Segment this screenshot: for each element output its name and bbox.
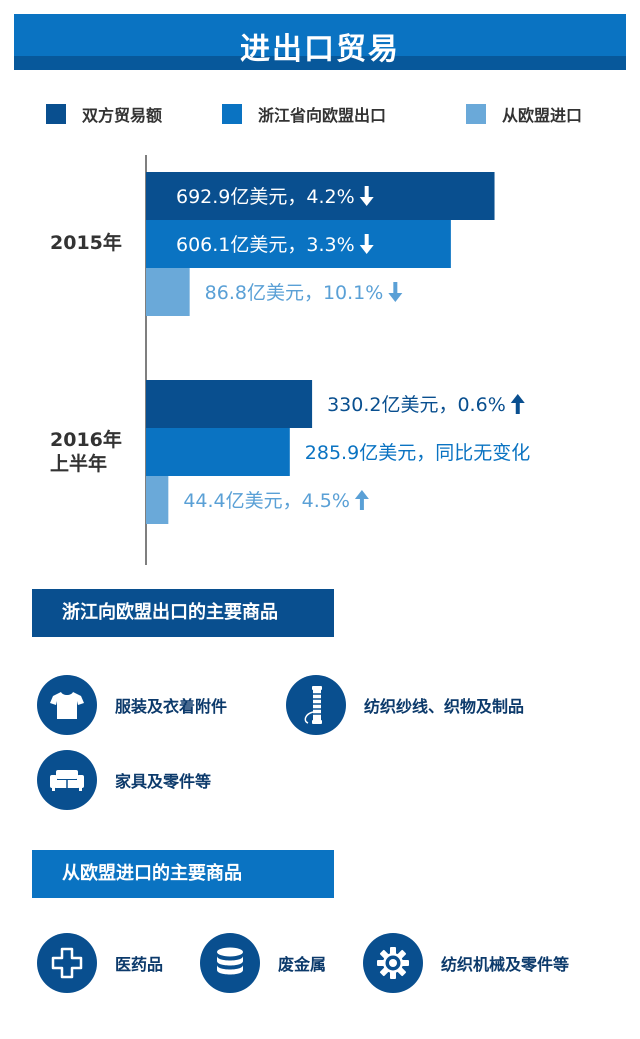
imports-section-header: 从欧盟进口的主要商品: [32, 850, 334, 898]
bar: [146, 268, 190, 316]
page-title: 进出口贸易: [240, 32, 400, 67]
bar: [146, 172, 495, 220]
data-label: 692.9亿美元，4.2%: [176, 186, 355, 208]
legend-item-trade-volume: 双方贸易额: [46, 103, 162, 125]
bar: [146, 380, 313, 428]
bar: [146, 476, 169, 524]
arrow-up-icon: [510, 394, 525, 414]
arrow-down-icon: [359, 186, 374, 206]
title-banner: 进出口贸易: [14, 14, 626, 70]
data-label: 606.1亿美元，3.3%: [176, 234, 355, 256]
import-item-label: 纺织机械及零件等: [441, 955, 570, 974]
bar-chart: 692.9亿美元，4.2% 606.1亿美元，3.3% 86.8亿美元，10.1% 3…: [145, 155, 530, 565]
export-item-label: 纺织纱线、织物及制品: [364, 697, 525, 716]
arrow-down-icon: [388, 282, 403, 302]
category-label-line: 2016年: [50, 429, 122, 451]
coin-stack-icon: [200, 933, 260, 993]
legend-label: 从欧盟进口: [502, 106, 583, 125]
legend-label: 双方贸易额: [82, 106, 163, 125]
imports-section-title: 从欧盟进口的主要商品: [62, 863, 242, 884]
legend-swatch: [46, 104, 66, 124]
category-label-line: 上半年: [50, 453, 108, 475]
legend-item-imports: 从欧盟进口: [466, 103, 582, 125]
exports-section-header: 浙江向欧盟出口的主要商品: [32, 589, 334, 637]
import-item-label: 医药品: [115, 955, 164, 974]
export-item-furniture: 家具及零件等: [37, 750, 211, 810]
import-item-textile-machinery: 纺织机械及零件等: [363, 933, 569, 993]
arrow-down-icon: [359, 234, 374, 254]
exports-section-title: 浙江向欧盟出口的主要商品: [62, 602, 278, 623]
legend-swatch: [466, 104, 486, 124]
category-label-2015: 2015年: [50, 231, 122, 255]
data-label: 44.4亿美元，4.5%: [183, 490, 350, 512]
bar: [146, 428, 290, 476]
category-label-line: 2015年: [50, 232, 122, 254]
thread-spool-icon: [286, 675, 346, 735]
import-item-scrap-metal: 废金属: [200, 933, 326, 993]
export-item-label: 家具及零件等: [115, 772, 212, 791]
import-item-label: 废金属: [278, 955, 327, 974]
data-label: 86.8亿美元，10.1%: [205, 282, 384, 304]
arrow-up-icon: [354, 490, 369, 510]
export-item-apparel: 服装及衣着附件: [37, 675, 227, 735]
bar: [146, 220, 451, 268]
banner-shade: [14, 56, 626, 70]
legend-label: 浙江省向欧盟出口: [258, 106, 387, 125]
sofa-icon: [37, 750, 97, 810]
legend-swatch: [222, 104, 242, 124]
tshirt-icon: [37, 675, 97, 735]
export-item-textiles: 纺织纱线、织物及制品: [286, 675, 524, 735]
medical-cross-icon: [37, 933, 97, 993]
export-item-label: 服装及衣着附件: [115, 697, 228, 716]
import-item-medicine: 医药品: [37, 933, 163, 993]
data-label: 330.2亿美元，0.6%: [327, 394, 506, 416]
category-label-2016h1: 2016年 上半年: [50, 428, 122, 476]
data-label: 285.9亿美元，同比无变化: [305, 442, 530, 464]
gear-icon: [363, 933, 423, 993]
legend-item-exports: 浙江省向欧盟出口: [222, 103, 386, 125]
